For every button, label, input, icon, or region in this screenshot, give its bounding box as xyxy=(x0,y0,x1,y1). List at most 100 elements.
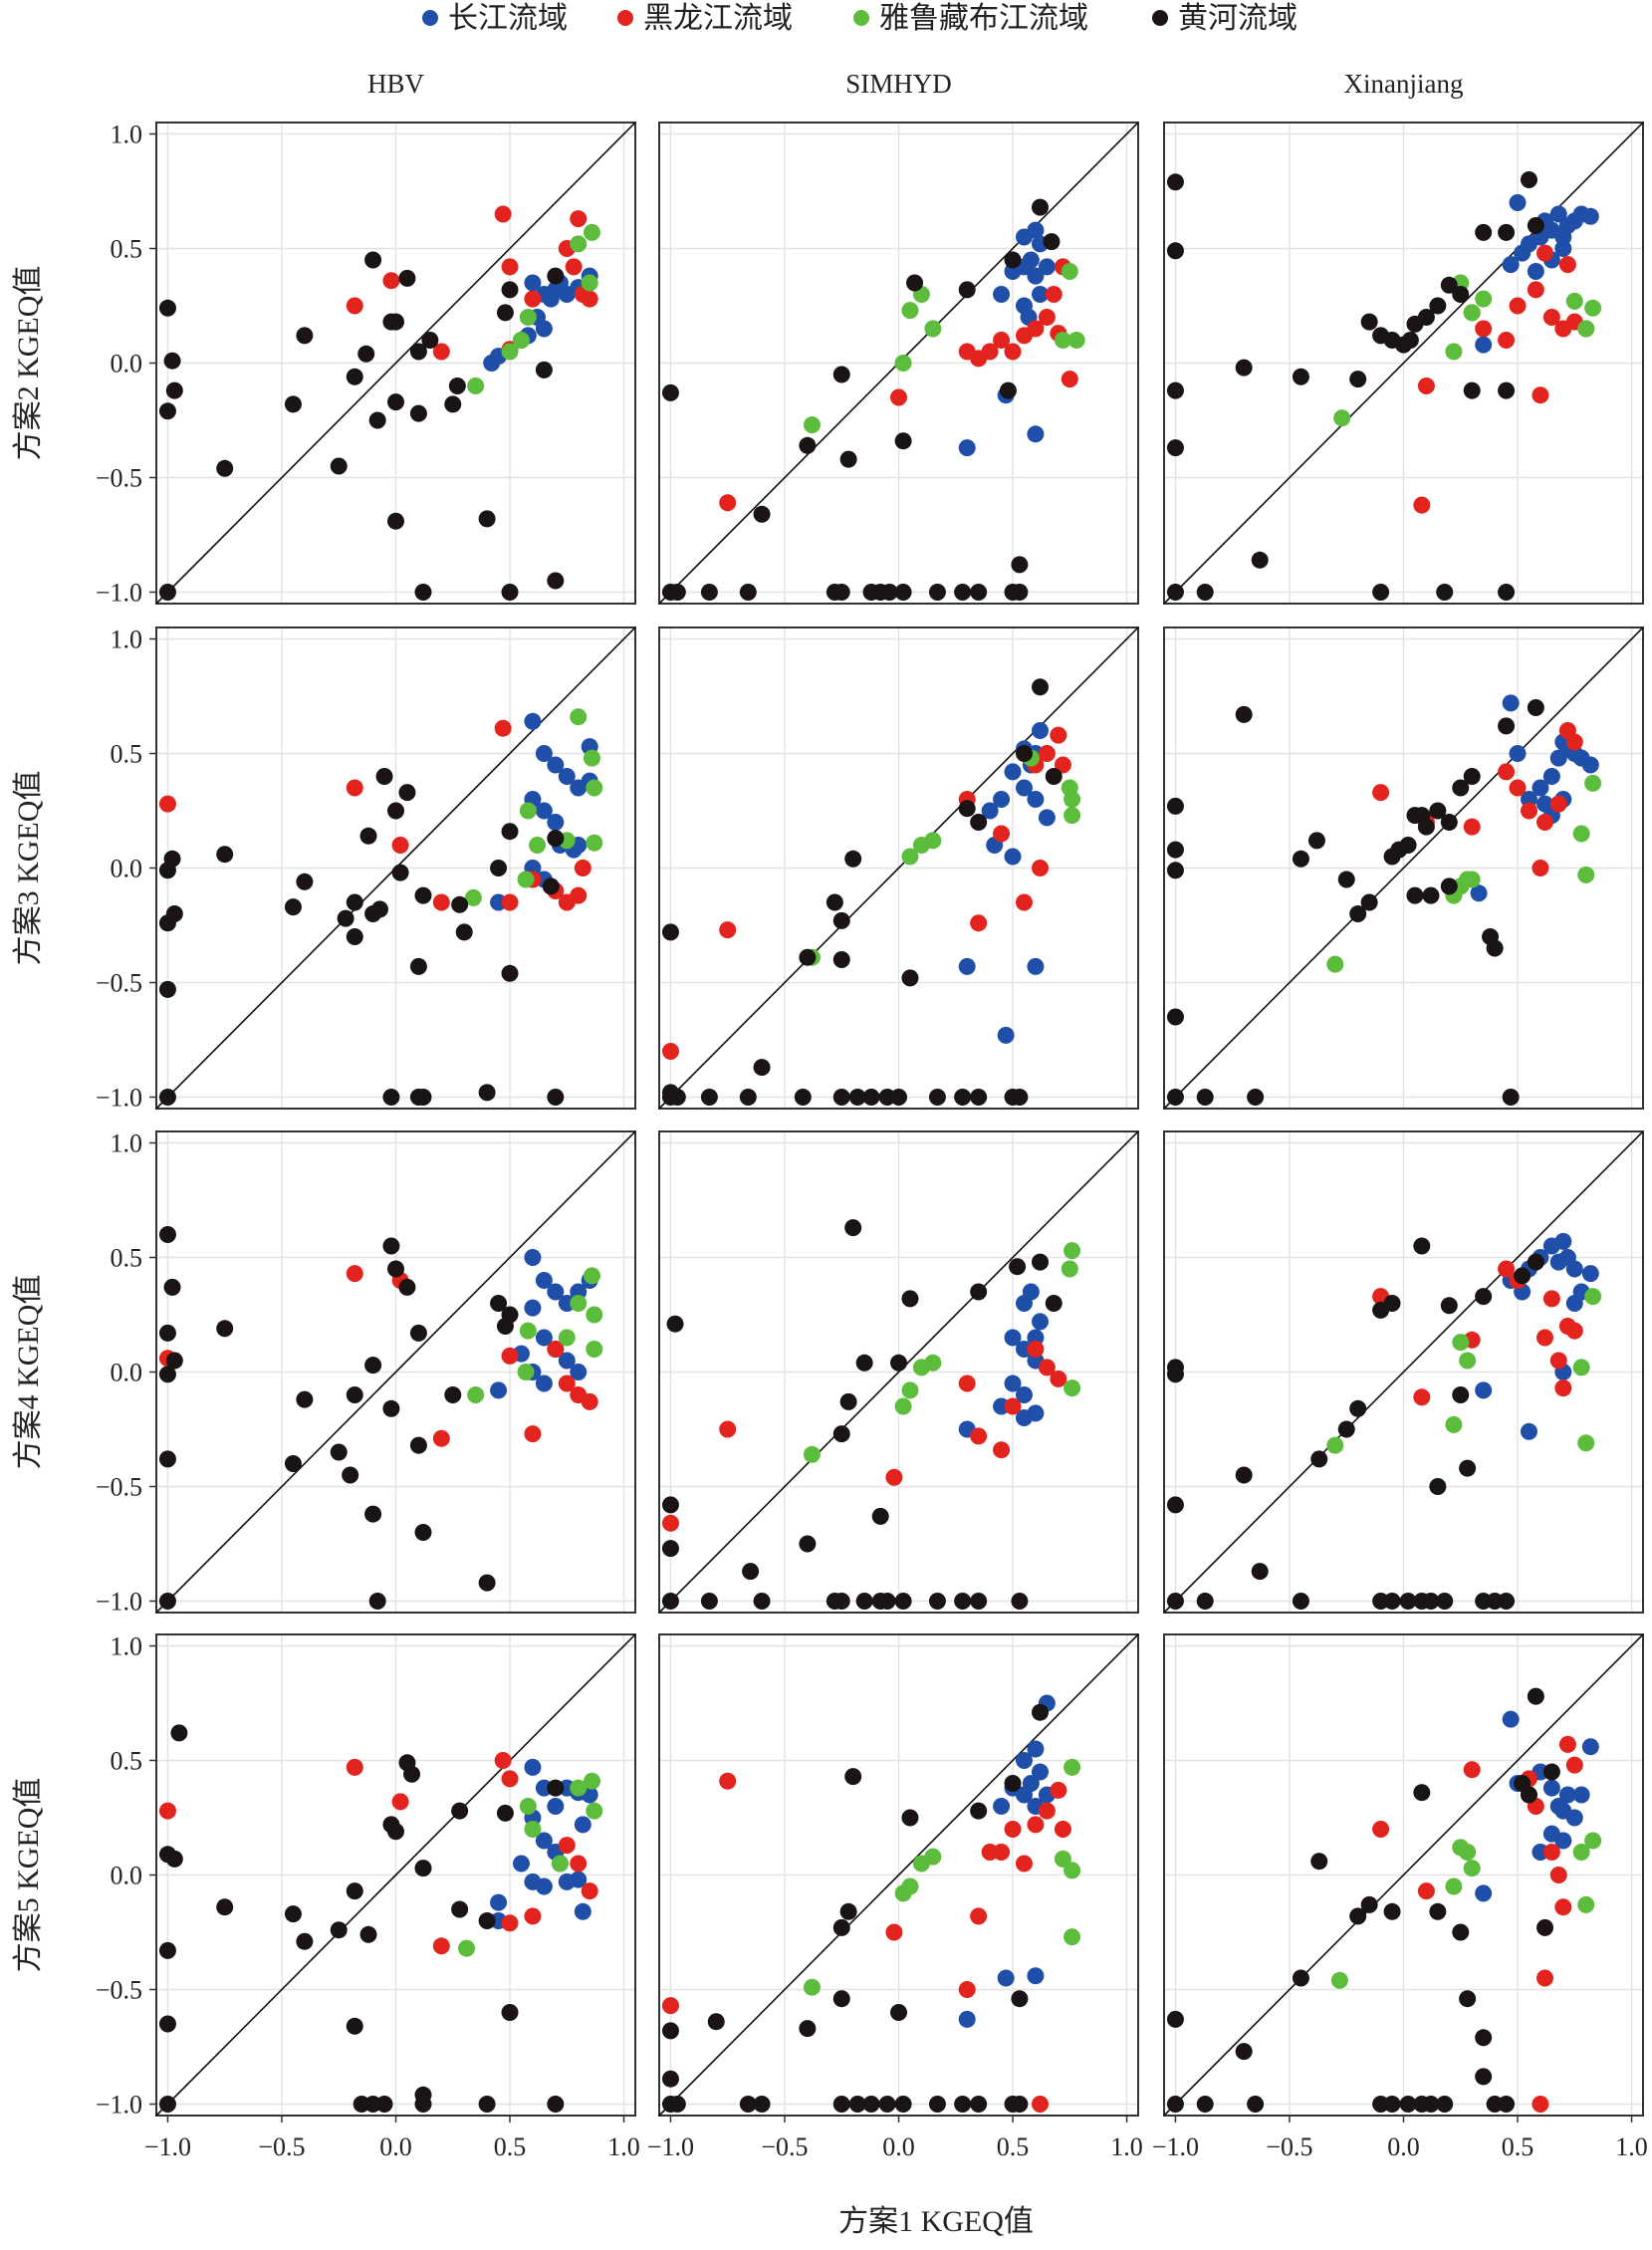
data-point xyxy=(894,584,912,601)
data-point xyxy=(1032,1703,1050,1721)
data-point xyxy=(700,1593,718,1610)
data-point xyxy=(999,381,1017,399)
data-point xyxy=(1383,1593,1401,1610)
data-point xyxy=(1360,893,1378,911)
data-point xyxy=(1475,1381,1493,1399)
data-point xyxy=(1542,1763,1560,1781)
data-point xyxy=(570,210,588,228)
data-point xyxy=(494,719,512,737)
y-tick-label: 0.5 xyxy=(111,1244,143,1273)
data-point xyxy=(467,1386,485,1403)
data-point xyxy=(330,1443,348,1461)
data-point xyxy=(1032,198,1050,216)
data-point xyxy=(451,1900,469,1918)
x-tick-label: −0.5 xyxy=(1266,2132,1312,2161)
data-point xyxy=(296,1932,314,1950)
data-point xyxy=(1032,2096,1050,2113)
data-point xyxy=(346,297,363,315)
data-point xyxy=(958,957,976,975)
data-point xyxy=(158,1450,176,1468)
data-point xyxy=(1554,1898,1572,1916)
data-point xyxy=(1011,1089,1029,1106)
data-point xyxy=(586,1802,603,1820)
data-point xyxy=(1166,439,1184,457)
data-point xyxy=(1004,1329,1022,1347)
data-point xyxy=(1452,1386,1470,1403)
column-title: SIMHYD xyxy=(845,69,952,99)
data-point xyxy=(1063,791,1081,808)
data-point xyxy=(993,332,1011,349)
data-point xyxy=(880,584,898,601)
data-point xyxy=(387,512,404,530)
data-point xyxy=(535,320,553,338)
panel-frame xyxy=(1163,1130,1644,1614)
data-point xyxy=(1251,551,1269,569)
data-point xyxy=(1532,2096,1549,2113)
data-point xyxy=(906,274,924,292)
data-point xyxy=(501,343,519,361)
data-point xyxy=(1326,1436,1344,1454)
data-point xyxy=(1027,425,1045,443)
one-to-one-line xyxy=(658,1130,1139,1614)
data-point xyxy=(1413,1237,1431,1255)
data-point xyxy=(794,1089,812,1106)
data-point xyxy=(839,450,857,468)
data-point xyxy=(1054,756,1071,774)
data-point xyxy=(496,304,514,322)
data-point xyxy=(1372,1821,1390,1838)
data-point xyxy=(1422,1593,1440,1610)
data-point xyxy=(1038,1802,1056,1820)
data-point xyxy=(414,1524,432,1541)
data-point xyxy=(1459,1352,1477,1370)
data-point xyxy=(1565,1809,1583,1827)
data-point xyxy=(1292,368,1309,385)
data-point xyxy=(524,1425,542,1443)
data-point xyxy=(958,1375,976,1392)
data-point xyxy=(1527,1687,1544,1705)
data-point xyxy=(1166,1366,1184,1383)
data-point xyxy=(832,1089,850,1106)
data-point xyxy=(163,1278,181,1296)
data-point xyxy=(1349,1907,1367,1925)
y-tick-label: 0.5 xyxy=(111,1747,143,1776)
panel-frame xyxy=(658,1130,1139,1614)
data-point xyxy=(885,1923,903,1941)
data-point xyxy=(901,1877,919,1895)
data-point xyxy=(901,1381,919,1399)
legend: 长江流域 黑龙江流域 雅鲁藏布江流域 黄河流域 xyxy=(422,1,1298,36)
data-point xyxy=(1440,877,1458,895)
data-point xyxy=(970,1427,988,1445)
data-point xyxy=(981,343,999,361)
data-point xyxy=(1445,1415,1463,1433)
data-point xyxy=(519,309,537,326)
data-point xyxy=(1417,377,1435,394)
data-point xyxy=(512,332,530,349)
data-point xyxy=(661,2070,679,2088)
data-point xyxy=(958,281,976,299)
data-point xyxy=(799,948,817,966)
data-point xyxy=(1011,1593,1029,1610)
data-point xyxy=(432,1937,450,1955)
data-point xyxy=(661,1997,679,2015)
data-point xyxy=(382,1399,400,1417)
data-point xyxy=(387,313,404,331)
legend-label: 黑龙江流域 xyxy=(643,1,793,36)
data-point xyxy=(478,2096,496,2113)
data-point xyxy=(848,2096,866,2113)
data-point xyxy=(1445,343,1463,361)
data-point xyxy=(158,584,176,601)
x-tick-label: 1.0 xyxy=(1110,2132,1143,2161)
data-point xyxy=(1549,205,1567,223)
panel-frame xyxy=(1163,626,1644,1110)
data-point xyxy=(1235,359,1253,376)
data-point xyxy=(1459,1844,1477,1861)
y-tick-label: −0.5 xyxy=(96,969,142,998)
data-point xyxy=(1542,1844,1560,1861)
data-point xyxy=(1032,1763,1050,1781)
data-point xyxy=(1027,1816,1045,1834)
data-point xyxy=(1063,1928,1081,1946)
y-tick-label: 0.0 xyxy=(111,350,143,378)
data-point xyxy=(928,1593,946,1610)
data-point xyxy=(1038,809,1056,827)
